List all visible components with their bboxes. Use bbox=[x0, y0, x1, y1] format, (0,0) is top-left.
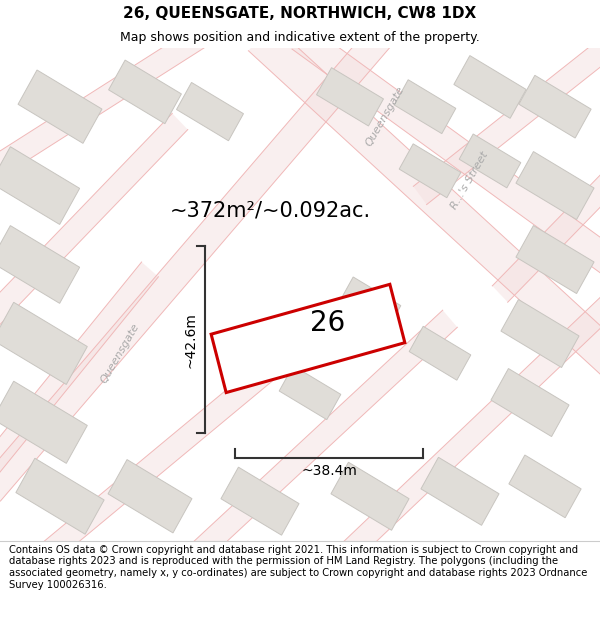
Polygon shape bbox=[108, 459, 192, 533]
Polygon shape bbox=[292, 25, 600, 281]
Polygon shape bbox=[421, 458, 499, 526]
Polygon shape bbox=[409, 326, 471, 380]
Polygon shape bbox=[317, 68, 383, 126]
Text: ~42.6m: ~42.6m bbox=[184, 312, 198, 368]
Polygon shape bbox=[516, 151, 594, 219]
Polygon shape bbox=[459, 134, 521, 188]
Polygon shape bbox=[501, 299, 579, 368]
Polygon shape bbox=[413, 28, 600, 204]
Text: ~372m²/~0.092ac.: ~372m²/~0.092ac. bbox=[169, 200, 371, 220]
Polygon shape bbox=[516, 226, 594, 294]
Polygon shape bbox=[248, 23, 600, 382]
Polygon shape bbox=[492, 162, 600, 302]
Polygon shape bbox=[16, 458, 104, 534]
Text: Map shows position and indicative extent of the property.: Map shows position and indicative extent… bbox=[120, 31, 480, 44]
Polygon shape bbox=[0, 381, 88, 463]
Polygon shape bbox=[509, 455, 581, 518]
Polygon shape bbox=[0, 28, 391, 501]
Polygon shape bbox=[109, 60, 181, 124]
Text: Queensgate: Queensgate bbox=[99, 321, 141, 385]
Text: 26: 26 bbox=[310, 309, 346, 337]
Polygon shape bbox=[343, 286, 600, 559]
Polygon shape bbox=[0, 262, 158, 474]
Polygon shape bbox=[211, 284, 405, 392]
Polygon shape bbox=[43, 334, 307, 560]
Polygon shape bbox=[221, 467, 299, 535]
Polygon shape bbox=[399, 144, 461, 198]
Polygon shape bbox=[519, 76, 591, 138]
Polygon shape bbox=[491, 369, 569, 437]
Polygon shape bbox=[0, 147, 80, 224]
Polygon shape bbox=[0, 28, 206, 181]
Text: 26, QUEENSGATE, NORTHWICH, CW8 1DX: 26, QUEENSGATE, NORTHWICH, CW8 1DX bbox=[124, 6, 476, 21]
Polygon shape bbox=[279, 366, 341, 419]
Polygon shape bbox=[176, 82, 244, 141]
Polygon shape bbox=[0, 113, 188, 327]
Text: Contains OS data © Crown copyright and database right 2021. This information is : Contains OS data © Crown copyright and d… bbox=[9, 545, 587, 589]
Polygon shape bbox=[18, 70, 102, 143]
Text: ~38.4m: ~38.4m bbox=[301, 464, 357, 478]
Polygon shape bbox=[339, 277, 401, 331]
Polygon shape bbox=[331, 462, 409, 530]
Polygon shape bbox=[454, 56, 526, 118]
Polygon shape bbox=[193, 310, 457, 559]
Text: R...'s Street: R...'s Street bbox=[449, 150, 491, 211]
Polygon shape bbox=[0, 302, 88, 384]
Polygon shape bbox=[0, 226, 80, 303]
Text: Queensgate: Queensgate bbox=[364, 85, 406, 148]
Polygon shape bbox=[394, 80, 456, 134]
